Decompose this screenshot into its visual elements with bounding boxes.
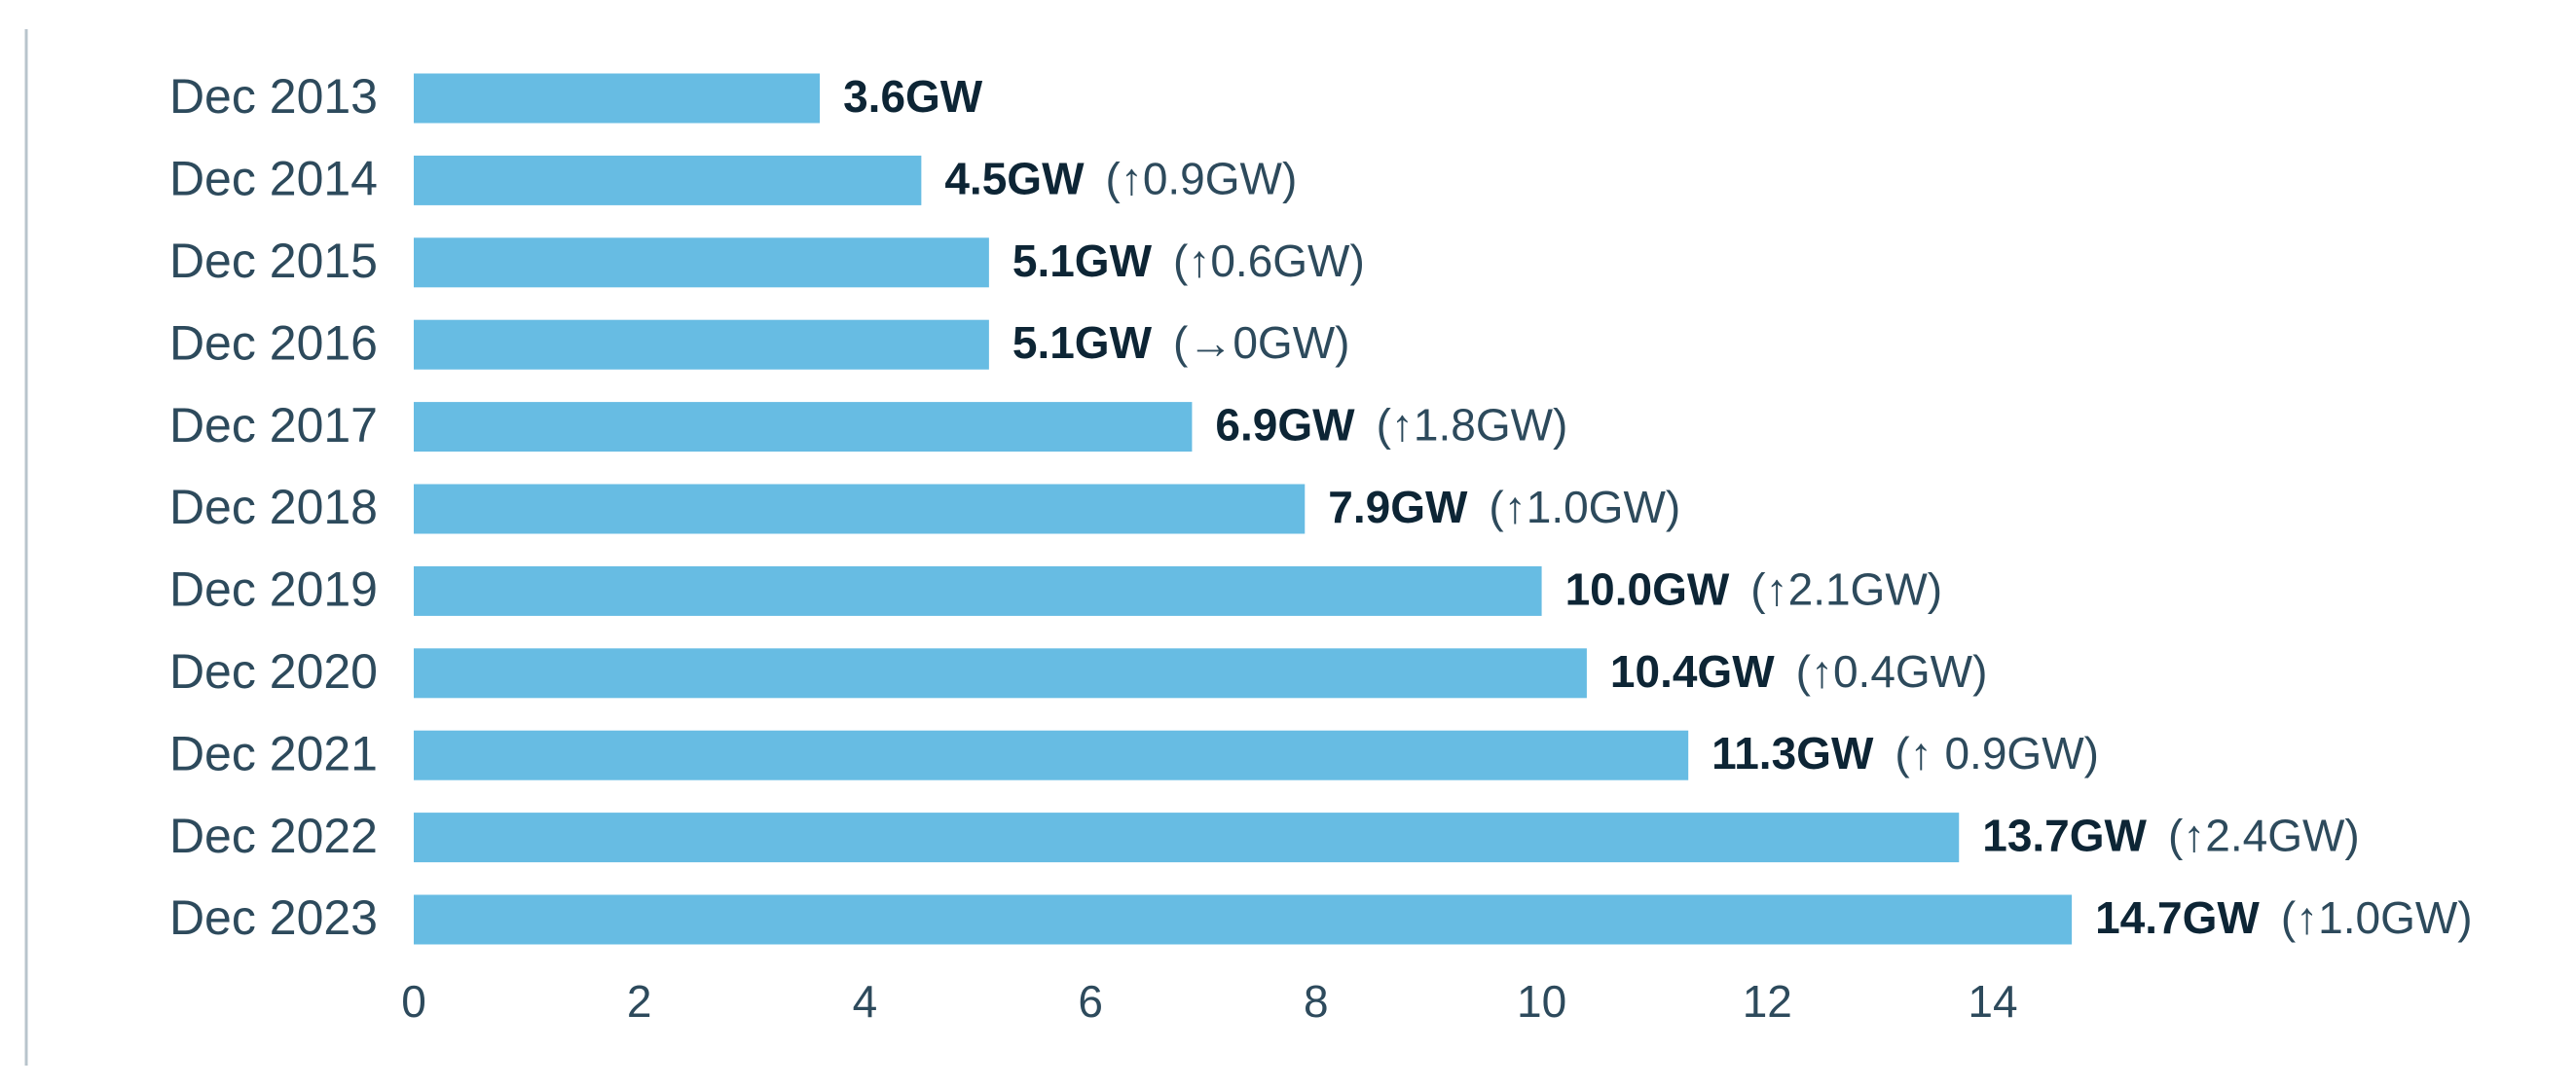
x-tick-label: 10 <box>1517 976 1566 1027</box>
x-tick-label: 12 <box>1743 976 1792 1027</box>
data-label: 11.3GW (↑ 0.9GW) <box>1711 728 2099 778</box>
change-label: (↑0.4GW) <box>1796 646 1988 697</box>
y-tick-label: Dec 2023 <box>169 890 378 945</box>
bar <box>414 319 989 370</box>
value-label: 10.4GW <box>1610 646 1775 697</box>
bar <box>414 894 2073 945</box>
y-tick-label: Dec 2015 <box>169 234 378 288</box>
bar <box>414 648 1587 699</box>
y-tick-label: Dec 2022 <box>169 809 378 863</box>
y-tick-label: Dec 2014 <box>169 152 378 206</box>
value-label: 11.3GW <box>1711 728 1874 778</box>
bar <box>414 484 1306 534</box>
value-label: 10.0GW <box>1565 564 1730 615</box>
change-label: (↑0.6GW) <box>1173 235 1365 286</box>
value-label: 4.5GW <box>944 154 1085 204</box>
value-label: 14.7GW <box>2095 892 2260 943</box>
change-label: (↑ 0.9GW) <box>1895 728 2099 778</box>
y-tick-label: Dec 2013 <box>169 69 378 124</box>
x-tick-label: 6 <box>1078 976 1103 1027</box>
data-label: 14.7GW (↑1.0GW) <box>2095 892 2473 943</box>
bar <box>414 237 989 288</box>
value-label: 6.9GW <box>1215 400 1355 451</box>
change-label: (↑1.0GW) <box>2281 892 2473 943</box>
data-label: 13.7GW (↑2.4GW) <box>1982 811 2360 861</box>
x-tick-label: 14 <box>1968 976 2017 1027</box>
change-label: (↑2.4GW) <box>2168 811 2360 861</box>
value-label: 3.6GW <box>843 71 983 122</box>
y-tick-label: Dec 2017 <box>169 398 378 452</box>
data-label: 5.1GW (↑0.6GW) <box>1012 235 1365 286</box>
y-tick-label: Dec 2019 <box>169 562 378 617</box>
y-tick-label: Dec 2018 <box>169 480 378 534</box>
value-label: 5.1GW <box>1012 317 1153 368</box>
bar <box>414 402 1193 452</box>
bar <box>414 730 1689 780</box>
data-label: 10.4GW (↑0.4GW) <box>1610 646 1988 697</box>
x-tick-label: 8 <box>1304 976 1329 1027</box>
change-label: (↑1.0GW) <box>1489 482 1680 532</box>
data-label: 6.9GW (↑1.8GW) <box>1215 400 1567 451</box>
value-label: 7.9GW <box>1328 482 1468 532</box>
data-label: 7.9GW (↑1.0GW) <box>1328 482 1680 532</box>
data-label: 5.1GW (→0GW) <box>1012 317 1350 368</box>
y-tick-label: Dec 2016 <box>169 315 378 370</box>
change-label: (↑0.9GW) <box>1106 154 1298 204</box>
data-label: 3.6GW <box>843 71 983 122</box>
change-label: (↑1.8GW) <box>1377 400 1568 451</box>
change-label: (→0GW) <box>1173 317 1349 368</box>
value-label: 5.1GW <box>1012 235 1153 286</box>
y-tick-label: Dec 2020 <box>169 644 378 699</box>
data-label: 4.5GW (↑0.9GW) <box>944 154 1297 204</box>
y-tick-label: Dec 2021 <box>169 726 378 780</box>
change-label: (↑2.1GW) <box>1750 564 1942 615</box>
x-tick-label: 4 <box>853 976 878 1027</box>
bar <box>414 73 821 124</box>
x-tick-label: 0 <box>401 976 426 1027</box>
bar <box>414 565 1542 616</box>
data-label: 10.0GW (↑2.1GW) <box>1565 564 1943 615</box>
value-label: 13.7GW <box>1982 811 2147 861</box>
bar <box>414 155 922 205</box>
x-tick-label: 2 <box>627 976 652 1027</box>
bar <box>414 813 1960 863</box>
